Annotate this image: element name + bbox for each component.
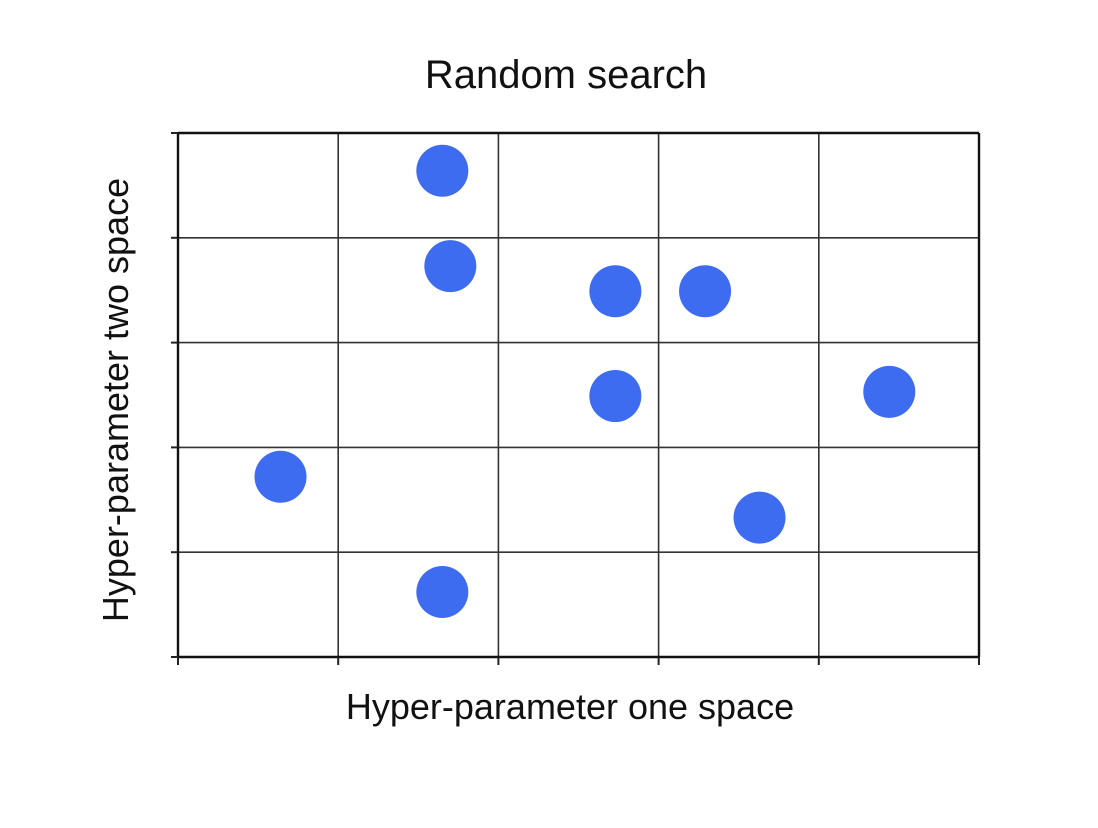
data-point <box>589 370 642 423</box>
data-point <box>679 265 732 318</box>
data-point <box>589 265 642 318</box>
y-axis-label: Hyper-parameter two space <box>95 178 136 622</box>
data-point <box>863 365 916 418</box>
data-point <box>424 240 477 293</box>
axis-ticks <box>171 132 980 665</box>
data-point <box>416 566 469 619</box>
data-point <box>254 450 307 503</box>
grid <box>178 133 979 657</box>
chart-title: Random search <box>425 53 707 97</box>
plot-frame <box>176 131 981 659</box>
data-point <box>733 491 786 544</box>
data-points <box>254 144 916 619</box>
x-axis-label: Hyper-parameter one space <box>346 686 794 727</box>
data-point <box>416 144 469 197</box>
